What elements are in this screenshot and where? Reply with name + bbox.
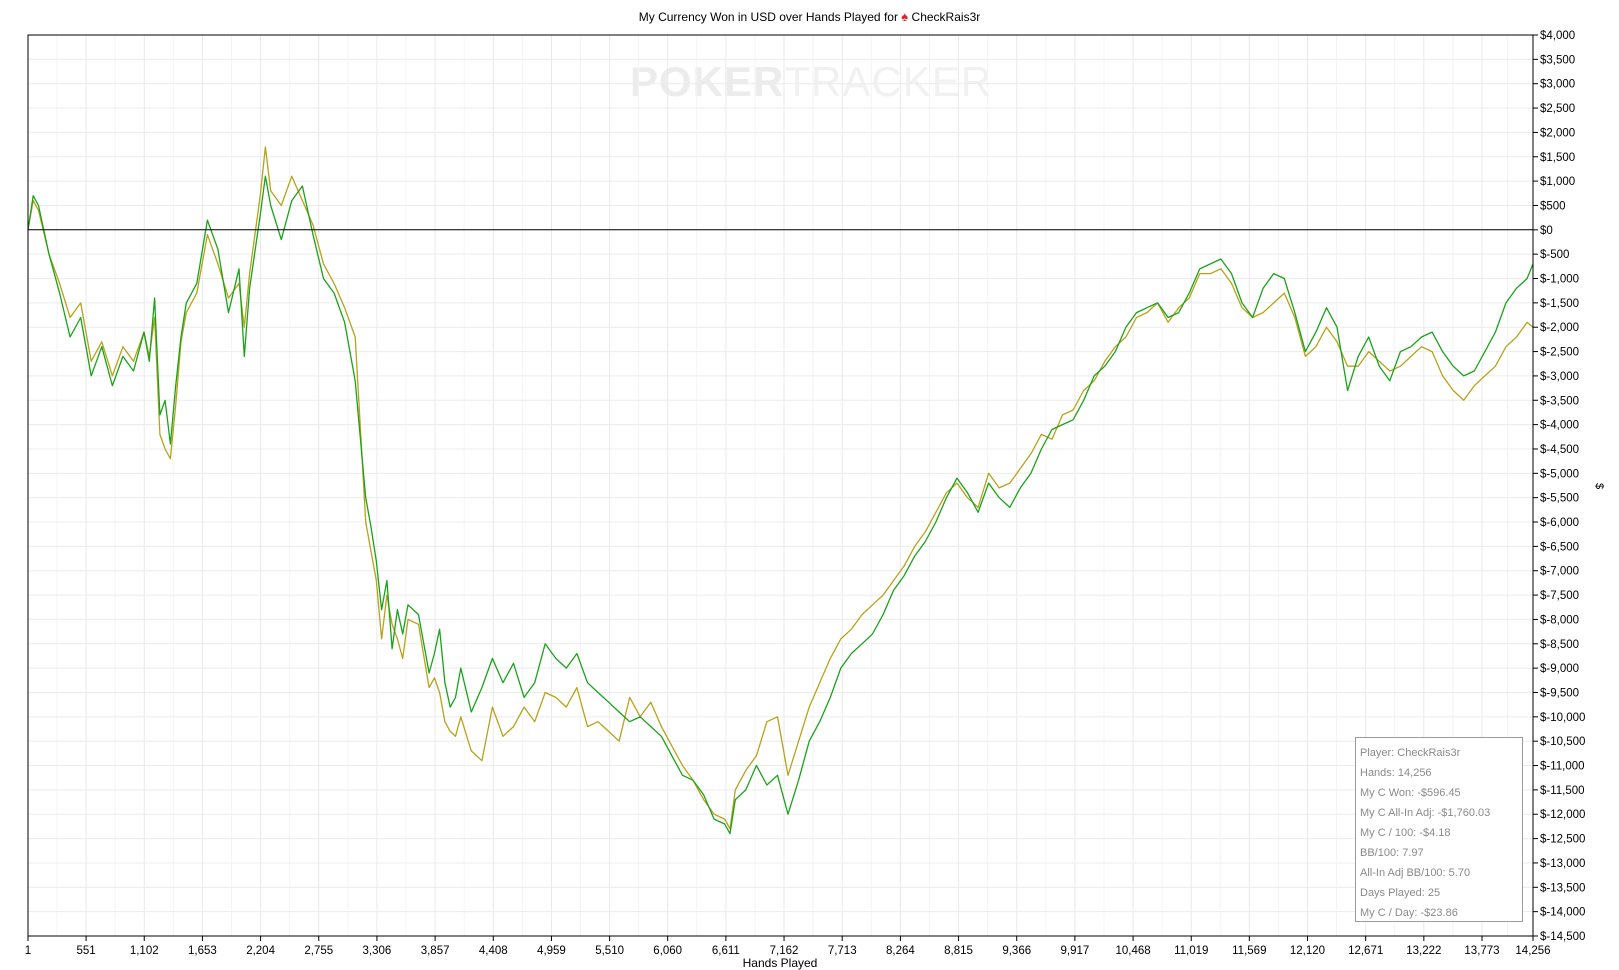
x-tick-label: 1 <box>25 945 31 957</box>
series-line-2 <box>27 146 1534 830</box>
x-axis: 1 551 1,102 1,653 2,204 2,755 3,306 3,857 4,408 4… <box>25 936 1551 957</box>
y-tick-label: $0 <box>1540 225 1553 237</box>
spade-icon: ♠ <box>901 9 909 24</box>
y-tick-label: $-12,500 <box>1540 834 1585 846</box>
x-tick-label: 1,102 <box>130 945 159 957</box>
y-tick-label: $-2,500 <box>1540 347 1579 359</box>
x-tick-label: 8,815 <box>944 945 973 957</box>
series-layer <box>27 146 1534 835</box>
x-tick-label: 8,264 <box>886 945 915 957</box>
watermark-strong: POKER <box>630 58 785 105</box>
x-tick-label: 14,256 <box>1515 945 1550 957</box>
y-tick-label: $-1,500 <box>1540 298 1579 310</box>
stats-line: BB/100: 7.97 <box>1360 847 1424 859</box>
y-tick-label: $-6,500 <box>1540 541 1579 553</box>
pokertracker-watermark: POKERTRACKER <box>630 58 992 106</box>
y-tick-label: $-6,000 <box>1540 517 1579 529</box>
y-tick-label: $-10,000 <box>1540 712 1585 724</box>
x-tick-label: 7,713 <box>828 945 857 957</box>
y-tick-label: $-13,500 <box>1540 882 1585 894</box>
x-tick-label: 6,611 <box>712 945 740 957</box>
x-tick-label: 1,653 <box>188 945 217 957</box>
y-tick-label: $-14,000 <box>1540 907 1585 919</box>
x-axis-label: Hands Played <box>742 956 818 970</box>
x-tick-label: 9,366 <box>1002 945 1031 957</box>
x-tick-label: 13,222 <box>1406 945 1441 957</box>
stats-line: Hands: 14,256 <box>1360 767 1432 779</box>
x-tick-label: 2,204 <box>246 945 275 957</box>
stats-line: My C / 100: -$4.18 <box>1360 827 1451 839</box>
y-tick-label: $-8,500 <box>1540 639 1579 651</box>
chart-title-player: CheckRais3r <box>911 10 981 24</box>
y-tick-label: $3,500 <box>1540 54 1575 66</box>
stats-line: My C / Day: -$23.86 <box>1360 907 1458 919</box>
plot-border <box>27 34 1534 937</box>
y-tick-label: $2,000 <box>1540 127 1575 139</box>
y-tick-label: $-8,000 <box>1540 614 1579 626</box>
x-tick-label: 3,857 <box>421 945 450 957</box>
x-tick-label: 13,773 <box>1464 945 1499 957</box>
y-tick-label: $1,000 <box>1540 176 1575 188</box>
x-tick-label: 12,120 <box>1290 945 1325 957</box>
y-tick-label: $-9,000 <box>1540 663 1579 675</box>
y-tick-label: $3,000 <box>1540 79 1575 91</box>
y-tick-label: $-4,500 <box>1540 444 1579 456</box>
y-axis-label: $ <box>1593 482 1606 490</box>
y-axis: $4,000 $3,500 $3,000 $2,500 $2,000 $1,500 $1,0… <box>1533 30 1585 943</box>
y-tick-label: $-7,000 <box>1540 566 1579 578</box>
y-tick-label: $-5,500 <box>1540 493 1579 505</box>
x-tick-label: 9,917 <box>1061 945 1090 957</box>
y-tick-label: $-14,500 <box>1540 931 1585 943</box>
stats-box: Player: CheckRais3r Hands: 14,256 My C Won… <box>1355 737 1523 922</box>
y-tick-label: $-3,500 <box>1540 395 1579 407</box>
x-tick-label: 551 <box>76 945 95 957</box>
y-tick-label: $-12,000 <box>1540 809 1585 821</box>
y-tick-label: $-11,000 <box>1540 761 1585 773</box>
x-tick-label: 10,468 <box>1115 945 1150 957</box>
y-tick-label: $-7,500 <box>1540 590 1579 602</box>
chart-title: My Currency Won in USD over Hands Played… <box>0 9 1619 24</box>
x-tick-label: 3,306 <box>363 945 392 957</box>
y-tick-label: $1,500 <box>1540 152 1575 164</box>
y-tick-label: $500 <box>1540 200 1566 212</box>
y-tick-label: $4,000 <box>1540 30 1575 42</box>
watermark-light: TRACKER <box>784 58 993 105</box>
stats-line: All-In Adj BB/100: 5.70 <box>1360 867 1471 879</box>
y-tick-label: $-11,500 <box>1540 785 1585 797</box>
x-tick-label: 5,510 <box>595 945 624 957</box>
x-tick-label: 11,019 <box>1174 945 1208 957</box>
y-tick-label: $-1,000 <box>1540 274 1579 286</box>
x-tick-label: 4,959 <box>537 945 566 957</box>
stats-line: Player: CheckRais3r <box>1360 747 1461 759</box>
chart-title-text: My Currency Won in USD over Hands Played… <box>638 10 898 24</box>
x-tick-label: 6,060 <box>653 945 682 957</box>
y-tick-label: $-13,000 <box>1540 858 1585 870</box>
stats-line: My C All-In Adj: -$1,760.03 <box>1360 807 1491 819</box>
y-tick-label: $-3,000 <box>1540 371 1579 383</box>
series-line-1 <box>27 175 1534 835</box>
y-tick-label: $-10,500 <box>1540 736 1585 748</box>
x-tick-label: 4,408 <box>479 945 508 957</box>
x-tick-label: 2,755 <box>304 945 333 957</box>
y-tick-label: $-5,000 <box>1540 468 1579 480</box>
y-tick-label: $-9,500 <box>1540 687 1579 699</box>
x-tick-label: 7,162 <box>770 945 799 957</box>
chart-grid <box>27 34 1534 937</box>
x-tick-label: 11,569 <box>1232 945 1266 957</box>
y-tick-label: $-2,000 <box>1540 322 1579 334</box>
stats-line: My C Won: -$596.45 <box>1360 787 1461 799</box>
y-tick-label: $2,500 <box>1540 103 1575 115</box>
stats-line: Days Played: 25 <box>1360 887 1441 899</box>
y-tick-label: $-4,000 <box>1540 420 1579 432</box>
x-tick-label: 12,671 <box>1348 945 1383 957</box>
y-tick-label: $-500 <box>1540 249 1569 261</box>
